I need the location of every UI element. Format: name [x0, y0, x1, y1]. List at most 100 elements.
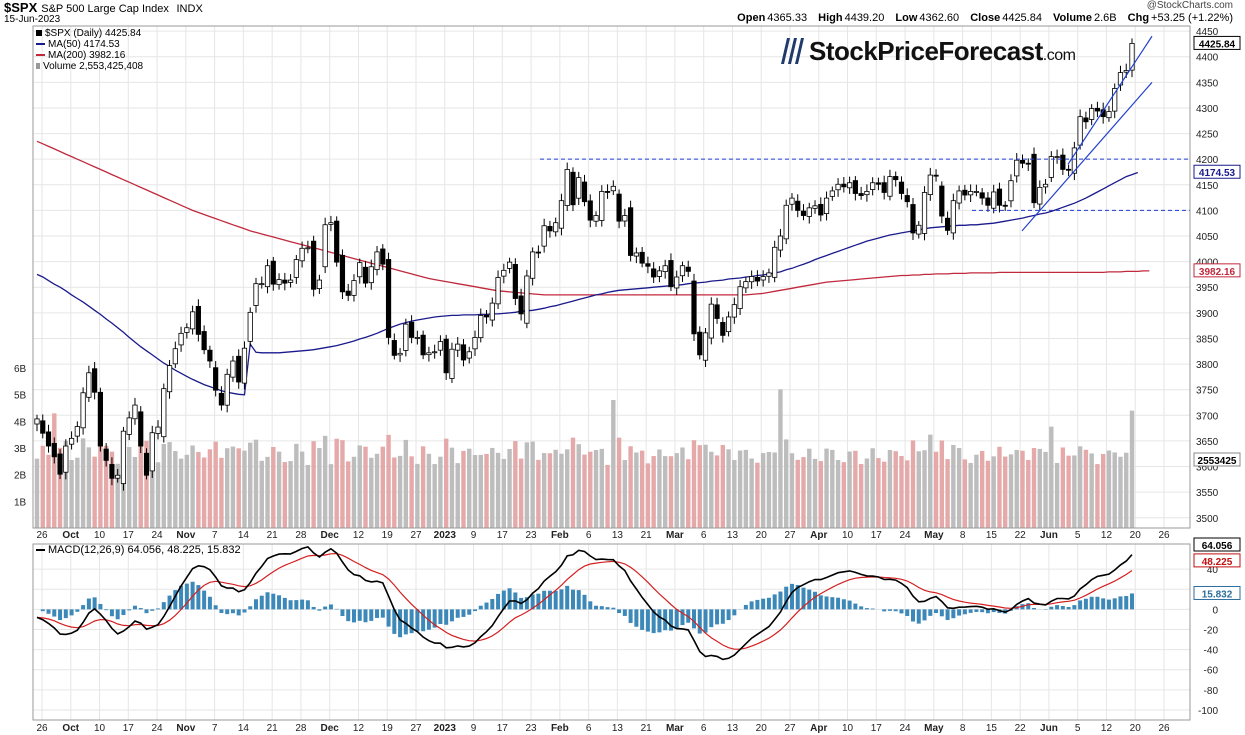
macd-x-tick-label: 28 — [295, 723, 307, 734]
macd-tick-label: 0 — [1212, 605, 1218, 616]
candle-body — [1008, 180, 1014, 202]
price-tick-label: 3550 — [1196, 488, 1219, 499]
macd-hist-bar — [127, 609, 132, 611]
volume-bar — [1049, 426, 1054, 528]
trend-lines — [540, 35, 1190, 232]
ma50-badge: 4174.53 — [1199, 168, 1236, 179]
x-tick-label: 15 — [986, 530, 998, 541]
volume-bar — [905, 460, 910, 528]
volume-bar — [478, 454, 483, 528]
macd-hist-bar — [524, 597, 529, 610]
candle-body — [409, 321, 415, 338]
macd-x-tick-label: 13 — [727, 723, 739, 734]
volume-bar — [570, 437, 576, 528]
macd-value-badge-box — [1193, 537, 1241, 552]
volume-tick-label: 3B — [14, 444, 27, 455]
candle-body — [783, 204, 789, 240]
x-tick-label: 19 — [382, 530, 394, 541]
candle-body — [812, 205, 818, 209]
legend-spx-text: $SPX (Daily) 4425.84 — [45, 28, 142, 39]
macd-hist-bar — [674, 609, 679, 629]
volume-bar — [651, 456, 656, 528]
price-tick-label: 3800 — [1196, 360, 1219, 371]
macd-hist-bar — [121, 609, 126, 616]
volume-bar — [974, 454, 979, 528]
volume-bar — [680, 447, 685, 528]
candle-body — [397, 352, 403, 356]
x-tick-label: Oct — [62, 530, 79, 541]
volume-bar — [945, 459, 950, 528]
low-value: 4362.60 — [919, 12, 960, 24]
macd-hist-bar — [392, 609, 397, 634]
macd-hist-bar — [484, 602, 489, 610]
macd-x-tick-label: 15 — [986, 723, 998, 734]
macd-hist-bar — [52, 609, 57, 617]
logo-text: StockPriceForecast — [809, 36, 1043, 66]
macd-tick-label: -60 — [1204, 666, 1219, 677]
price-tick-label: 4150 — [1196, 181, 1219, 192]
volume-bar — [1129, 410, 1135, 528]
volume-bar — [357, 445, 362, 528]
volume-bar — [599, 448, 604, 528]
macd-hist-bar — [328, 604, 333, 610]
high-value: 4439.20 — [844, 12, 885, 24]
volume-bar — [853, 450, 858, 528]
volume-bar — [1037, 448, 1042, 528]
signal-value-badge: 48.225 — [1202, 557, 1233, 568]
volume-bar — [864, 458, 870, 528]
volume-bar — [495, 452, 501, 528]
price-tick-label: 3600 — [1196, 463, 1219, 474]
close-badge: 4425.84 — [1199, 39, 1236, 50]
macd-hist-bar — [795, 585, 800, 610]
macd-hist-bar — [242, 609, 247, 613]
volume-bar — [858, 463, 864, 528]
ma200-badge: 3982.16 — [1199, 267, 1236, 278]
candle-body — [651, 268, 657, 278]
macd-x-tick-label: Feb — [551, 723, 569, 734]
macd-hist-bar — [588, 601, 593, 610]
x-tick-label: Mar — [666, 530, 684, 541]
x-tick-label: 27 — [410, 530, 422, 541]
volume-bar — [933, 451, 939, 528]
macd-hist-bar — [248, 606, 253, 610]
macd-hist-bar — [818, 595, 823, 610]
macd-hist-bar — [219, 609, 224, 613]
volume-bar — [611, 400, 616, 528]
macd-hist-bar — [547, 590, 552, 610]
volume-bar — [582, 454, 587, 528]
candle-body — [968, 191, 974, 196]
macd-hist-bar — [813, 591, 818, 610]
macd-hist-bar — [496, 593, 501, 610]
candle-body — [311, 240, 317, 290]
x-tick-label: 6 — [701, 530, 707, 541]
legend-ma50-text: MA(50) 4174.53 — [48, 39, 120, 50]
volume-bar — [962, 459, 968, 528]
x-tick-label: 20 — [1130, 530, 1142, 541]
candle-body — [207, 349, 213, 362]
candle-body — [483, 314, 490, 318]
volume-bar — [772, 452, 777, 528]
volume-bar — [409, 456, 414, 528]
macd-x-tick-label: 20 — [1130, 723, 1142, 734]
candle-body — [1054, 156, 1060, 159]
macd-hist-bar — [501, 590, 506, 610]
legend-ma200-text: MA(200) 3982.16 — [48, 50, 126, 61]
candle-body — [391, 340, 397, 356]
macd-hist-bar — [1055, 605, 1060, 610]
candle-body — [1025, 162, 1031, 165]
macd-hist-bar — [657, 609, 662, 633]
candle-body — [236, 355, 242, 383]
candle-body — [881, 182, 887, 193]
macd-x-tick-label: 26 — [1158, 723, 1170, 734]
ticker-title: $SPX S&P 500 Large Cap Index INDX — [4, 0, 203, 15]
candle-body — [789, 197, 795, 205]
candle-body — [224, 373, 230, 406]
volume-bar — [991, 456, 996, 528]
candle-body — [190, 311, 196, 330]
volume-bar — [778, 389, 783, 528]
volume-bar — [1020, 450, 1025, 528]
candle-body — [172, 348, 178, 365]
candle-body — [126, 417, 132, 435]
x-tick-label: 28 — [295, 530, 307, 541]
macd-tick-label: -80 — [1204, 686, 1219, 697]
